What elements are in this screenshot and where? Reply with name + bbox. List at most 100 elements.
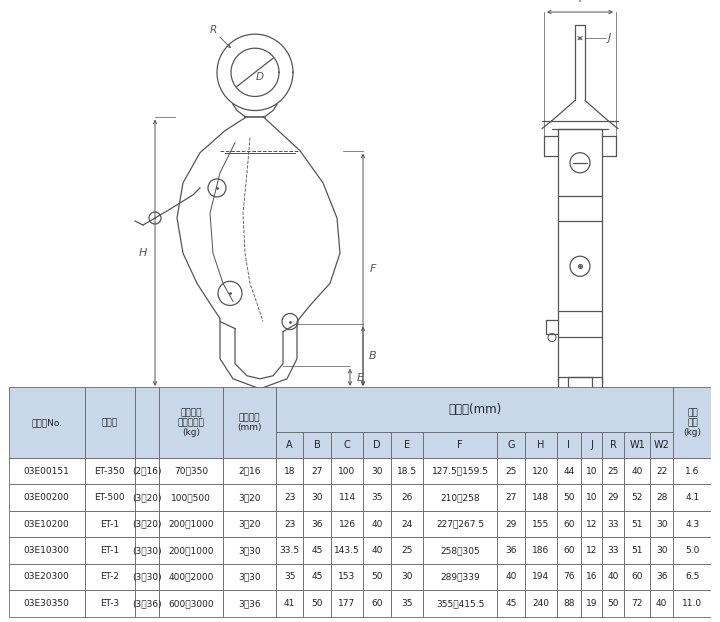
Text: 36: 36 [656,572,667,582]
Text: コードNo.: コードNo. [31,418,62,427]
Text: 200～1000: 200～1000 [168,546,214,555]
Bar [603,458,624,485]
Bar [331,537,363,564]
Text: 型　式: 型 式 [102,418,117,427]
Bar [363,485,391,511]
Bar [276,590,303,616]
Text: 143.5: 143.5 [334,546,360,555]
Text: (3～30): (3～30) [132,546,161,555]
Bar [603,432,624,458]
Text: 240: 240 [532,599,549,608]
Bar [498,564,525,590]
Bar [498,432,525,458]
Bar [423,564,498,590]
Text: 35: 35 [284,572,295,582]
Bar [673,564,711,590]
Text: 19: 19 [585,599,597,608]
Bar [624,511,650,537]
Bar [331,511,363,537]
Text: (3～30): (3～30) [132,572,161,582]
Text: 50: 50 [372,572,383,582]
Bar [135,511,159,537]
Text: 03E10200: 03E10200 [24,519,69,529]
Bar [423,511,498,537]
Bar [603,485,624,511]
Bar [223,590,276,616]
Text: 41: 41 [284,599,295,608]
Text: J: J [608,33,611,43]
Text: E: E [356,373,364,383]
Text: H: H [139,248,147,258]
Bar [650,458,673,485]
Text: 400～2000: 400～2000 [168,572,214,582]
Text: 寸　法(mm): 寸 法(mm) [448,402,501,415]
Text: R: R [210,25,217,35]
Bar [498,590,525,616]
Bar [223,458,276,485]
Text: 155: 155 [532,519,549,529]
Bar [331,432,363,458]
Bar [650,537,673,564]
Text: 40: 40 [372,546,382,555]
Bar [391,537,423,564]
Text: J: J [590,440,593,450]
Text: 88: 88 [563,599,575,608]
Text: 45: 45 [312,546,323,555]
Text: 03E00151: 03E00151 [24,466,70,476]
Text: H: H [537,440,544,450]
Bar [557,590,580,616]
Text: A: A [287,440,293,450]
Text: 22: 22 [656,466,667,476]
Text: 23: 23 [284,519,295,529]
Bar [303,485,331,511]
Bar [135,387,159,458]
Bar [9,590,84,616]
Text: D: D [256,72,264,82]
Text: 3～36: 3～36 [238,599,261,608]
Bar [276,511,303,537]
Bar [276,432,303,458]
Bar [303,537,331,564]
Bar [223,564,276,590]
Bar [223,387,276,458]
Text: 30: 30 [312,493,323,502]
Bar [557,458,580,485]
Bar [525,485,557,511]
Text: 148: 148 [532,493,549,502]
Text: I: I [567,440,570,450]
Text: 153: 153 [338,572,356,582]
Text: 03E20300: 03E20300 [24,572,69,582]
Bar [159,485,223,511]
Bar [135,564,159,590]
Text: 52: 52 [631,493,643,502]
Text: 16: 16 [585,572,597,582]
Text: 12: 12 [586,519,597,529]
Bar [331,590,363,616]
Text: 60: 60 [372,599,383,608]
Bar [84,458,135,485]
Bar [624,432,650,458]
Text: 355～415.5: 355～415.5 [436,599,485,608]
Bar [624,590,650,616]
Bar [363,590,391,616]
Bar [557,511,580,537]
Text: 4.3: 4.3 [685,519,700,529]
Bar [84,387,135,458]
Text: R: R [610,440,616,450]
Bar [603,511,624,537]
Text: 50: 50 [608,599,619,608]
Bar [624,537,650,564]
Text: 33: 33 [608,519,619,529]
Text: 30: 30 [401,572,413,582]
Text: 18: 18 [284,466,295,476]
Bar [303,432,331,458]
Bar [276,537,303,564]
Text: 186: 186 [532,546,549,555]
Text: 25: 25 [505,466,517,476]
Bar [580,458,603,485]
Bar [624,458,650,485]
Text: F: F [370,264,376,274]
Text: 30: 30 [656,519,667,529]
Text: 11.0: 11.0 [683,599,703,608]
Bar [525,537,557,564]
